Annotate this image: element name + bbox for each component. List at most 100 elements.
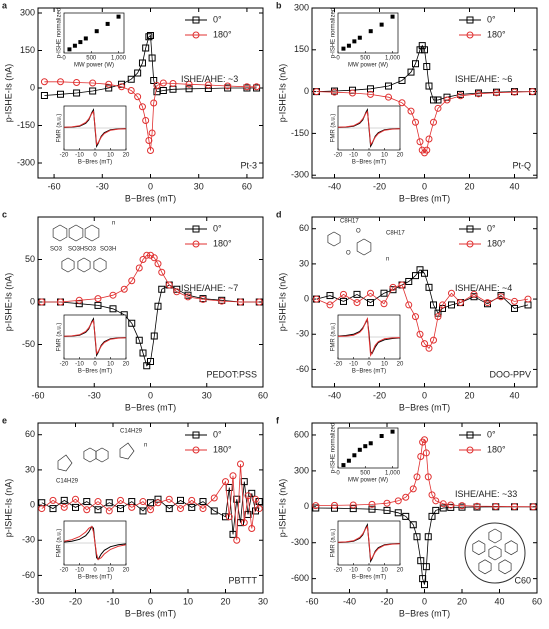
data-point: [73, 89, 81, 97]
data-point: [204, 81, 212, 89]
data-point: [188, 503, 196, 511]
data-point: [177, 496, 184, 504]
inset-line: [337, 317, 401, 357]
inset-tick-label: 0: [336, 471, 340, 477]
data-point: [421, 581, 428, 589]
data-point: [237, 298, 244, 306]
data-point: [188, 496, 196, 504]
data-point: [138, 59, 146, 67]
data-point: [341, 463, 346, 468]
y-tick-label: -30: [296, 329, 309, 339]
data-point: [398, 99, 406, 107]
data-point: [407, 107, 415, 115]
inset-tick-label: 500: [86, 56, 97, 62]
structure-ring: [84, 224, 100, 242]
y-axis-label: p-ISHE-Is (nA): [277, 64, 287, 123]
legend-label: 180°: [487, 29, 506, 39]
data-point: [443, 96, 451, 104]
legend-marker: [466, 240, 474, 248]
structure-label: C14H29: [120, 429, 143, 435]
x-tick-label: 40: [509, 181, 519, 191]
inset-tick-label: -10: [349, 362, 358, 368]
data-point: [389, 283, 397, 291]
legend-marker: [192, 240, 200, 248]
x-axis-label: B−Bres (mT): [125, 608, 176, 618]
data-point: [143, 251, 151, 259]
data-point: [405, 301, 413, 309]
data-point: [421, 436, 428, 444]
inset-tick-label: 0: [93, 568, 97, 574]
data-point: [72, 495, 79, 503]
x-axis-label: B−Bres (mT): [125, 193, 176, 203]
data-point: [412, 313, 419, 321]
structure-ring: [68, 224, 84, 242]
y-axis-label: p-ISHE-Is (nA): [3, 64, 13, 123]
x-tick-label: 0: [422, 596, 427, 606]
data-point: [222, 478, 229, 486]
inset-y-label: FMR (a.u.): [57, 323, 63, 352]
inset-tick-label: 20: [397, 153, 404, 159]
data-point: [94, 301, 102, 309]
x-tick-label: 0: [148, 181, 153, 191]
data-point: [428, 491, 436, 499]
x-tick-label: 30: [258, 596, 268, 606]
sample-label: Pt-Q: [512, 160, 531, 170]
inset-y-label: p-ISHE normalized: [331, 423, 337, 473]
structure-ring: [77, 257, 91, 273]
legend-marker: [192, 225, 200, 233]
data-point: [150, 99, 158, 107]
structure-ring: [119, 442, 135, 460]
data-point: [147, 147, 154, 154]
x-tick-label: 0: [148, 390, 153, 400]
data-point: [158, 268, 166, 276]
data-point: [412, 60, 419, 68]
x-tick-label: 20: [464, 390, 474, 400]
data-point: [150, 77, 158, 84]
x-tick-label: 40: [509, 390, 519, 400]
data-point: [233, 495, 241, 503]
legend-label: 0°: [487, 223, 496, 233]
data-point: [529, 503, 537, 511]
y-tick-label: -300: [17, 157, 35, 167]
data-point: [313, 88, 320, 96]
inset-y-label: p-ISHE normalized: [57, 8, 63, 58]
y-tick-label: -150: [17, 120, 35, 130]
data-point: [422, 449, 430, 457]
series-line: [41, 463, 260, 541]
data-point: [185, 80, 193, 88]
data-point: [60, 496, 68, 504]
data-point: [143, 362, 151, 370]
inset-tick-label: -10: [75, 362, 84, 368]
data-point: [210, 494, 218, 502]
data-point: [416, 138, 424, 146]
inset-y-label: FMR (a.u.): [331, 529, 337, 558]
data-point: [409, 521, 417, 529]
data-point: [493, 89, 500, 97]
x-tick-label: 30: [194, 181, 204, 191]
data-point: [142, 117, 150, 124]
data-point: [331, 88, 338, 96]
data-point: [127, 75, 135, 83]
data-point: [430, 118, 437, 126]
x-tick-label: 40: [494, 596, 504, 606]
structure-ring: [61, 257, 75, 273]
data-point: [225, 513, 233, 521]
inset-tick-label: 0: [336, 56, 340, 62]
data-point: [153, 82, 161, 89]
data-point: [128, 319, 136, 327]
data-point: [94, 498, 102, 506]
structure-ring: [52, 224, 68, 242]
data-point: [425, 344, 433, 352]
data-point: [145, 33, 153, 41]
inset-tick-label: -20: [334, 362, 343, 368]
x-tick-label: -10: [106, 596, 119, 606]
data-point: [352, 39, 357, 44]
x-tick-label: -30: [31, 596, 44, 606]
data-point: [368, 500, 376, 508]
structure-label: SO3: [50, 247, 63, 253]
y-tick-label: 60: [25, 429, 35, 439]
data-point: [148, 129, 156, 137]
data-point: [511, 297, 518, 305]
structure-label: C8H17: [386, 231, 405, 237]
structure-label: C14H29: [56, 479, 79, 485]
